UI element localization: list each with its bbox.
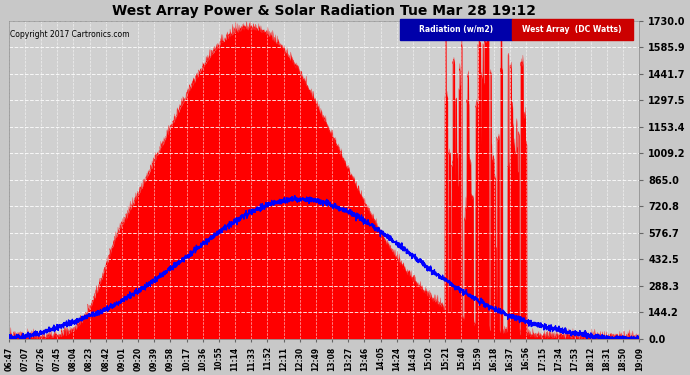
Title: West Array Power & Solar Radiation Tue Mar 28 19:12: West Array Power & Solar Radiation Tue M…	[112, 4, 536, 18]
Text: Copyright 2017 Cartronics.com: Copyright 2017 Cartronics.com	[10, 30, 130, 39]
